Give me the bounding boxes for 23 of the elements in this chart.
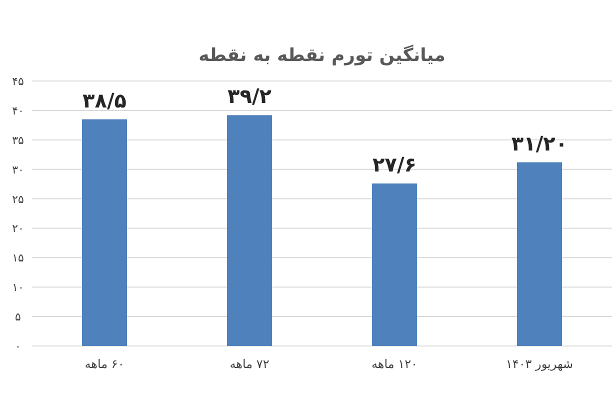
y-tick-label: ۵ (15, 310, 22, 324)
x-tick-label: ۷۲ ماهه (230, 357, 270, 371)
x-tick-label: شهریور ۱۴۰۳ (506, 357, 574, 371)
y-tick-label: ۳۵ (12, 134, 24, 147)
y-tick-label: ۳۰ (12, 163, 24, 176)
bar (517, 162, 562, 346)
data-label: ۳۸/۵ (82, 88, 126, 112)
y-tick-label: ۲۵ (12, 192, 24, 206)
y-tick-label: ۴۰ (12, 104, 24, 118)
chart-title: میانگین تورم نقطه به نقطه (198, 44, 446, 66)
x-tick-label: ۱۲۰ ماهه (371, 357, 418, 371)
y-tick-label: ۱۵ (12, 252, 24, 265)
x-tick-label: ۶۰ ماهه (84, 357, 124, 371)
data-label: ۲۷/۶ (372, 152, 416, 176)
y-tick-label: ۲۰ (12, 222, 24, 236)
y-tick-label: ۴۵ (12, 75, 24, 88)
data-label: ۳۱/۲۰ (511, 131, 568, 156)
y-tick-label: ۰ (15, 340, 21, 353)
y-tick-label: ۱۰ (12, 281, 24, 294)
data-label: ۳۹/۲ (228, 84, 272, 108)
bar (82, 119, 127, 346)
bar (372, 183, 417, 346)
bar (227, 115, 272, 346)
